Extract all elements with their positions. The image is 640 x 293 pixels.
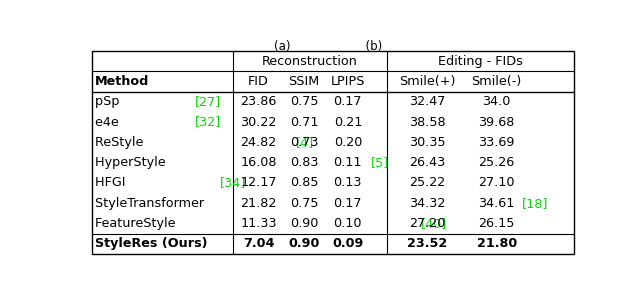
- Text: Method: Method: [95, 75, 149, 88]
- Text: 34.0: 34.0: [483, 95, 511, 108]
- Text: 0.71: 0.71: [290, 115, 319, 129]
- Text: 39.68: 39.68: [479, 115, 515, 129]
- Text: FID: FID: [248, 75, 269, 88]
- Text: 23.86: 23.86: [241, 95, 276, 108]
- Text: 32.47: 32.47: [409, 95, 445, 108]
- Text: Smile(+): Smile(+): [399, 75, 456, 88]
- Text: 0.73: 0.73: [290, 136, 319, 149]
- Text: 26.15: 26.15: [479, 217, 515, 230]
- Text: [32]: [32]: [195, 115, 221, 129]
- Text: 0.17: 0.17: [333, 95, 362, 108]
- Text: 27.10: 27.10: [478, 176, 515, 190]
- Text: 11.33: 11.33: [240, 217, 277, 230]
- Text: 0.75: 0.75: [290, 95, 319, 108]
- Text: 21.80: 21.80: [477, 237, 516, 250]
- Text: 23.52: 23.52: [407, 237, 447, 250]
- Text: [4]: [4]: [296, 136, 314, 149]
- Text: StyleTransformer: StyleTransformer: [95, 197, 208, 210]
- Text: 34.61: 34.61: [479, 197, 515, 210]
- Text: 0.13: 0.13: [333, 176, 362, 190]
- Text: HFGI: HFGI: [95, 176, 129, 190]
- Text: 27.20: 27.20: [409, 217, 445, 230]
- Text: [34]: [34]: [220, 176, 246, 190]
- Text: 30.22: 30.22: [241, 115, 276, 129]
- Text: [5]: [5]: [371, 156, 389, 169]
- Text: 26.43: 26.43: [409, 156, 445, 169]
- Text: 0.83: 0.83: [290, 156, 319, 169]
- Text: Editing - FIDs: Editing - FIDs: [438, 54, 522, 68]
- Text: 7.04: 7.04: [243, 237, 275, 250]
- Text: 16.08: 16.08: [240, 156, 277, 169]
- Text: Smile(-): Smile(-): [472, 75, 522, 88]
- Text: StyleRes (Ours): StyleRes (Ours): [95, 237, 207, 250]
- Text: 38.58: 38.58: [409, 115, 445, 129]
- Text: 0.17: 0.17: [333, 197, 362, 210]
- Text: 0.90: 0.90: [289, 237, 320, 250]
- Text: HyperStyle: HyperStyle: [95, 156, 170, 169]
- Text: 0.85: 0.85: [290, 176, 319, 190]
- Text: FeatureStyle: FeatureStyle: [95, 217, 179, 230]
- Text: pSp: pSp: [95, 95, 124, 108]
- Text: 25.22: 25.22: [409, 176, 445, 190]
- Text: 0.09: 0.09: [332, 237, 364, 250]
- Text: 34.32: 34.32: [409, 197, 445, 210]
- Text: 33.69: 33.69: [479, 136, 515, 149]
- Text: 0.21: 0.21: [333, 115, 362, 129]
- Text: 0.11: 0.11: [333, 156, 362, 169]
- Text: [27]: [27]: [195, 95, 221, 108]
- Text: 21.82: 21.82: [241, 197, 276, 210]
- Text: 24.82: 24.82: [241, 136, 276, 149]
- Text: 0.20: 0.20: [333, 136, 362, 149]
- Text: 12.17: 12.17: [240, 176, 277, 190]
- Text: SSIM: SSIM: [289, 75, 320, 88]
- Text: e4e: e4e: [95, 115, 123, 129]
- Text: ReStyle: ReStyle: [95, 136, 147, 149]
- Text: (a)                    (b): (a) (b): [274, 40, 382, 53]
- Text: 25.26: 25.26: [479, 156, 515, 169]
- Text: [18]: [18]: [522, 197, 548, 210]
- Text: 0.75: 0.75: [290, 197, 319, 210]
- Text: [40]: [40]: [421, 217, 447, 230]
- Text: Reconstruction: Reconstruction: [262, 54, 358, 68]
- Text: LPIPS: LPIPS: [331, 75, 365, 88]
- Text: 30.35: 30.35: [409, 136, 445, 149]
- Text: 0.10: 0.10: [333, 217, 362, 230]
- Text: 0.90: 0.90: [290, 217, 318, 230]
